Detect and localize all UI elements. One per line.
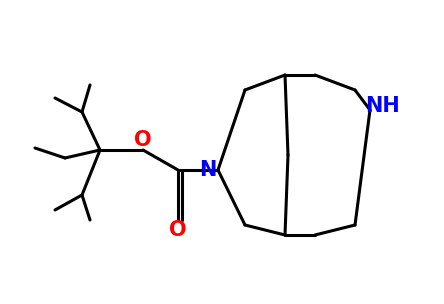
Text: O: O <box>134 130 152 150</box>
Text: N: N <box>199 160 217 180</box>
Text: NH: NH <box>365 96 399 116</box>
Text: O: O <box>169 220 187 240</box>
